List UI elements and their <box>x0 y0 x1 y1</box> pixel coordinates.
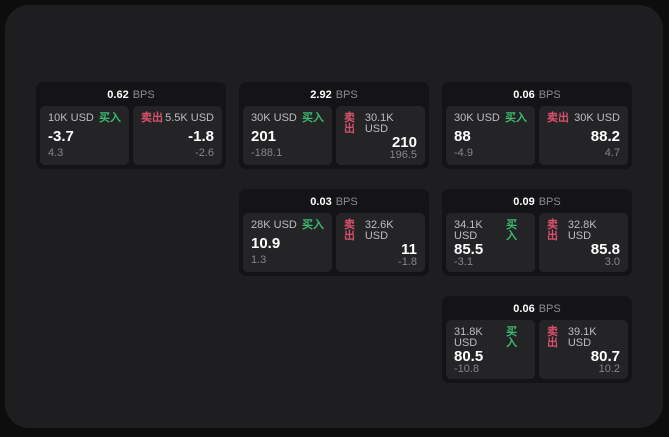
quote-panels: 34.1K USD 买入 85.5 -3.1 卖出 32.8K USD 85.8… <box>446 213 628 272</box>
sell-size: 30K USD <box>574 112 620 124</box>
buy-sub-value: 4.3 <box>48 147 64 159</box>
buy-side-label: 买入 <box>506 326 518 349</box>
bps-label: BPS <box>335 88 358 101</box>
buy-side-label: 买入 <box>506 219 518 242</box>
bps-label: BPS <box>335 195 358 208</box>
buy-panel[interactable]: 30K USD 买入 88 -4.9 <box>446 106 535 165</box>
spread-value: 2.92 <box>310 88 332 101</box>
quote-card: 0.62 BPS 10K USD 买入 -3.7 4.3 卖出 5.5K USD <box>36 82 226 169</box>
quote-card: 0.03 BPS 28K USD 买入 10.9 1.3 卖出 32.6K US… <box>239 189 429 276</box>
sell-size: 32.8K USD <box>567 219 597 242</box>
spread-header: 2.92 BPS <box>243 86 425 106</box>
buy-panel[interactable]: 28K USD 买入 10.9 1.3 <box>243 213 332 272</box>
buy-side-label: 买入 <box>302 112 324 124</box>
quote-panels: 30K USD 买入 88 -4.9 卖出 30K USD 88.2 4.7 <box>446 106 628 165</box>
sell-price: 210 <box>391 134 417 151</box>
quote-panels: 10K USD 买入 -3.7 4.3 卖出 5.5K USD -1.8 -2.… <box>40 106 222 165</box>
sell-size: 39.1K USD <box>567 326 597 349</box>
buy-price: -3.7 <box>48 127 74 145</box>
sell-side-label: 卖出 <box>547 326 558 349</box>
buy-side-label: 买入 <box>99 112 121 124</box>
buy-price: 88 <box>454 127 471 145</box>
quote-card: 0.06 BPS 31.8K USD 买入 80.5 -10.8 卖出 39.1… <box>442 296 632 383</box>
buy-sub-value: -10.8 <box>454 363 480 375</box>
app-surface: 0.62 BPS 10K USD 买入 -3.7 4.3 卖出 5.5K USD <box>5 5 663 428</box>
bps-label: BPS <box>538 302 561 315</box>
buy-panel[interactable]: 31.8K USD 买入 80.5 -10.8 <box>446 320 535 379</box>
sell-sub-value: 196.5 <box>389 149 417 161</box>
buy-panel[interactable]: 34.1K USD 买入 85.5 -3.1 <box>446 213 535 272</box>
spread-value: 0.09 <box>513 195 535 208</box>
buy-size: 31.8K USD <box>454 326 483 349</box>
spread-header: 0.06 BPS <box>446 86 628 106</box>
buy-size: 30K USD <box>454 112 500 124</box>
buy-panel[interactable]: 10K USD 买入 -3.7 4.3 <box>40 106 129 165</box>
buy-sub-value: 1.3 <box>251 254 267 266</box>
buy-price: 80.5 <box>454 348 484 365</box>
sell-sub-value: -1.8 <box>398 256 417 268</box>
sell-sub-value: 4.7 <box>604 147 620 159</box>
buy-price: 10.9 <box>251 234 281 252</box>
sell-price: -1.8 <box>188 127 214 145</box>
buy-panel[interactable]: 30K USD 买入 201 -188.1 <box>243 106 332 165</box>
spread-header: 0.62 BPS <box>40 86 222 106</box>
sell-size: 32.6K USD <box>364 219 394 242</box>
buy-size: 30K USD <box>251 112 297 124</box>
bps-label: BPS <box>538 88 561 101</box>
buy-sub-value: -3.1 <box>454 256 473 268</box>
sell-side-label: 卖出 <box>141 112 163 124</box>
sell-price: 85.8 <box>590 241 620 258</box>
sell-panel[interactable]: 卖出 5.5K USD -1.8 -2.6 <box>133 106 222 165</box>
sell-price: 80.7 <box>590 348 620 365</box>
buy-side-label: 买入 <box>302 219 324 231</box>
sell-side-label: 卖出 <box>344 112 355 135</box>
spread-header: 0.09 BPS <box>446 193 628 213</box>
bps-label: BPS <box>538 195 561 208</box>
quote-card: 2.92 BPS 30K USD 买入 201 -188.1 卖出 30.1K … <box>239 82 429 169</box>
quote-card: 0.06 BPS 30K USD 买入 88 -4.9 卖出 30K USD <box>442 82 632 169</box>
sell-side-label: 卖出 <box>344 219 355 242</box>
sell-panel[interactable]: 卖出 30.1K USD 210 196.5 <box>336 106 425 165</box>
buy-sub-value: -188.1 <box>251 147 283 159</box>
quote-panels: 30K USD 买入 201 -188.1 卖出 30.1K USD 210 1… <box>243 106 425 165</box>
spread-value: 0.06 <box>513 302 535 315</box>
sell-panel[interactable]: 卖出 39.1K USD 80.7 10.2 <box>539 320 628 379</box>
sell-price: 88.2 <box>590 127 620 145</box>
spread-value: 0.03 <box>310 195 332 208</box>
sell-panel[interactable]: 卖出 32.6K USD 11 -1.8 <box>336 213 425 272</box>
sell-size: 30.1K USD <box>364 112 394 135</box>
sell-price: 11 <box>401 241 417 258</box>
sell-panel[interactable]: 卖出 30K USD 88.2 4.7 <box>539 106 628 165</box>
buy-size: 34.1K USD <box>454 219 483 242</box>
quote-card: 0.09 BPS 34.1K USD 买入 85.5 -3.1 卖出 32.8K… <box>442 189 632 276</box>
spread-value: 0.62 <box>107 88 129 101</box>
sell-side-label: 卖出 <box>547 112 569 124</box>
sell-panel[interactable]: 卖出 32.8K USD 85.8 3.0 <box>539 213 628 272</box>
quote-panels: 31.8K USD 买入 80.5 -10.8 卖出 39.1K USD 80.… <box>446 320 628 379</box>
buy-sub-value: -4.9 <box>454 147 473 159</box>
quote-panels: 28K USD 买入 10.9 1.3 卖出 32.6K USD 11 -1.8 <box>243 213 425 272</box>
buy-size: 28K USD <box>251 219 297 231</box>
spread-value: 0.06 <box>513 88 535 101</box>
buy-price: 85.5 <box>454 241 484 258</box>
sell-sub-value: 3.0 <box>604 256 620 268</box>
sell-side-label: 卖出 <box>547 219 558 242</box>
bps-label: BPS <box>132 88 155 101</box>
sell-sub-value: 10.2 <box>598 363 620 375</box>
quote-card-grid: 0.62 BPS 10K USD 买入 -3.7 4.3 卖出 5.5K USD <box>36 82 632 383</box>
spread-header: 0.03 BPS <box>243 193 425 213</box>
buy-size: 10K USD <box>48 112 94 124</box>
sell-sub-value: -2.6 <box>195 147 214 159</box>
buy-price: 201 <box>251 127 277 145</box>
sell-size: 5.5K USD <box>165 112 214 124</box>
buy-side-label: 买入 <box>505 112 527 124</box>
spread-header: 0.06 BPS <box>446 300 628 320</box>
